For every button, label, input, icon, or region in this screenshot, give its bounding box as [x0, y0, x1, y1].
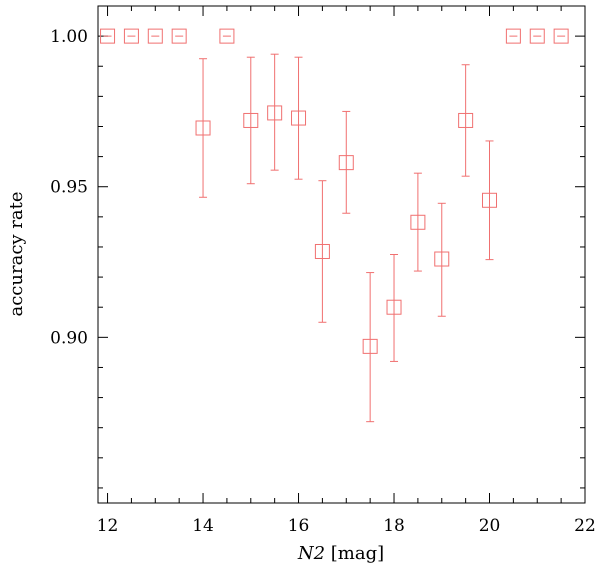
point-marker: [482, 192, 498, 208]
minor-ticks: [98, 5, 585, 503]
point-marker: [171, 28, 187, 44]
point-marker: [147, 28, 163, 44]
x-axis-label-var: N2: [297, 543, 325, 564]
x-axis-label: N2 [mag]: [297, 543, 384, 564]
point-marker: [195, 120, 211, 136]
point-marker: [410, 214, 426, 230]
y-tick-label: 0.95: [50, 178, 88, 198]
data-point: [482, 140, 498, 261]
major-ticks: [98, 6, 586, 503]
data-point: [553, 28, 569, 44]
point-marker: [267, 105, 283, 121]
point-marker: [458, 112, 474, 128]
point-marker: [100, 28, 116, 44]
x-axis-label-unit: [mag]: [331, 543, 384, 564]
point-marker: [362, 338, 378, 354]
x-tick-label: 22: [574, 516, 596, 536]
x-tick-label: 12: [97, 516, 119, 536]
y-tick-label: 0.90: [50, 328, 88, 348]
data-point: [458, 64, 474, 177]
point-marker: [219, 28, 235, 44]
point-marker: [314, 243, 330, 259]
data-point: [434, 202, 450, 317]
data-point: [505, 28, 521, 44]
data-point: [529, 28, 545, 44]
point-marker: [338, 155, 354, 171]
x-tick-label: 18: [383, 516, 405, 536]
data-point: [195, 58, 211, 198]
data-point: [267, 53, 283, 171]
point-marker: [123, 28, 139, 44]
point-marker: [505, 28, 521, 44]
x-tick-label: 16: [288, 516, 310, 536]
y-tick-labels: 0.90 0.95 1.00: [50, 27, 88, 348]
data-point: [386, 254, 402, 362]
point-marker: [291, 110, 307, 126]
y-axis-label: accuracy rate: [6, 191, 27, 316]
data-point: [219, 28, 235, 44]
data-point: [100, 28, 116, 44]
data-point: [291, 56, 307, 180]
x-tick-labels: 12 14 16 18 20 22: [97, 516, 596, 536]
data-point: [314, 180, 330, 323]
point-marker: [243, 112, 259, 128]
data-point: [147, 28, 163, 44]
data-point: [362, 272, 378, 423]
point-marker: [529, 28, 545, 44]
data-point: [410, 172, 426, 272]
y-tick-label: 1.00: [50, 27, 88, 47]
x-tick-label: 20: [479, 516, 501, 536]
point-marker: [553, 28, 569, 44]
data-point: [243, 56, 259, 185]
point-marker: [434, 251, 450, 267]
x-tick-label: 14: [192, 516, 214, 536]
data-point: [171, 28, 187, 44]
data-point: [123, 28, 139, 44]
data-point: [338, 110, 354, 214]
series-accuracy: [100, 28, 569, 423]
point-marker: [386, 299, 402, 315]
plot-frame: [97, 5, 586, 504]
